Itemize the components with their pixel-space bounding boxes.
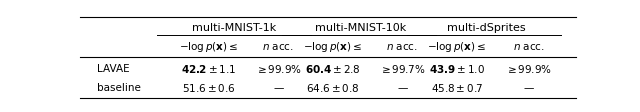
Text: $45.8\pm 0.7$: $45.8\pm 0.7$ [431,82,483,94]
Text: $n$ acc.: $n$ acc. [387,42,419,52]
Text: $\mathbf{42.2}\pm 1.1$: $\mathbf{42.2}\pm 1.1$ [181,63,237,75]
Text: multi-dSprites: multi-dSprites [447,23,526,33]
Text: —: — [524,83,534,94]
Text: $51.6\pm 0.6$: $51.6\pm 0.6$ [182,82,236,94]
Text: $n$ acc.: $n$ acc. [513,42,545,52]
Text: multi-MNIST-1k: multi-MNIST-1k [191,23,276,33]
Text: LAVAE: LAVAE [97,64,130,74]
Text: $-\log p(\mathbf{x}) \leq$: $-\log p(\mathbf{x}) \leq$ [428,40,486,54]
Text: $\geq$99.9%: $\geq$99.9% [506,63,552,75]
Text: $-\log p(\mathbf{x}) \leq$: $-\log p(\mathbf{x}) \leq$ [303,40,363,54]
Text: —: — [397,83,408,94]
Text: $\geq$99.7%: $\geq$99.7% [380,63,426,75]
Text: multi-MNIST-10k: multi-MNIST-10k [315,23,406,33]
Text: $\mathbf{60.4}\pm 2.8$: $\mathbf{60.4}\pm 2.8$ [305,63,361,75]
Text: —: — [273,83,284,94]
Text: baseline: baseline [97,83,141,94]
Text: $64.6\pm 0.8$: $64.6\pm 0.8$ [307,82,360,94]
Text: $n$ acc.: $n$ acc. [262,42,294,52]
Text: $-\log p(\mathbf{x}) \leq$: $-\log p(\mathbf{x}) \leq$ [179,40,239,54]
Text: $\geq$99.9%: $\geq$99.9% [255,63,302,75]
Text: $\mathbf{43.9}\pm 1.0$: $\mathbf{43.9}\pm 1.0$ [429,63,485,75]
